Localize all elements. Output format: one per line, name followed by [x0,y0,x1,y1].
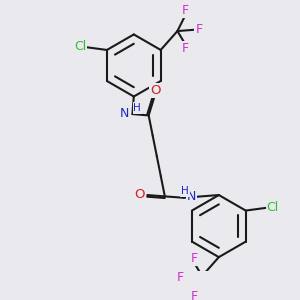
Text: F: F [190,290,198,300]
Text: H: H [134,103,141,113]
Text: N: N [120,107,129,120]
Text: O: O [150,84,160,97]
Text: F: F [182,42,189,55]
Text: Cl: Cl [267,201,279,214]
Text: N: N [187,190,196,203]
Text: Cl: Cl [74,40,86,53]
Text: F: F [182,4,189,17]
Text: F: F [190,252,198,265]
Text: H: H [181,186,189,196]
Text: F: F [196,23,202,36]
Text: F: F [176,271,184,284]
Text: O: O [134,188,145,201]
